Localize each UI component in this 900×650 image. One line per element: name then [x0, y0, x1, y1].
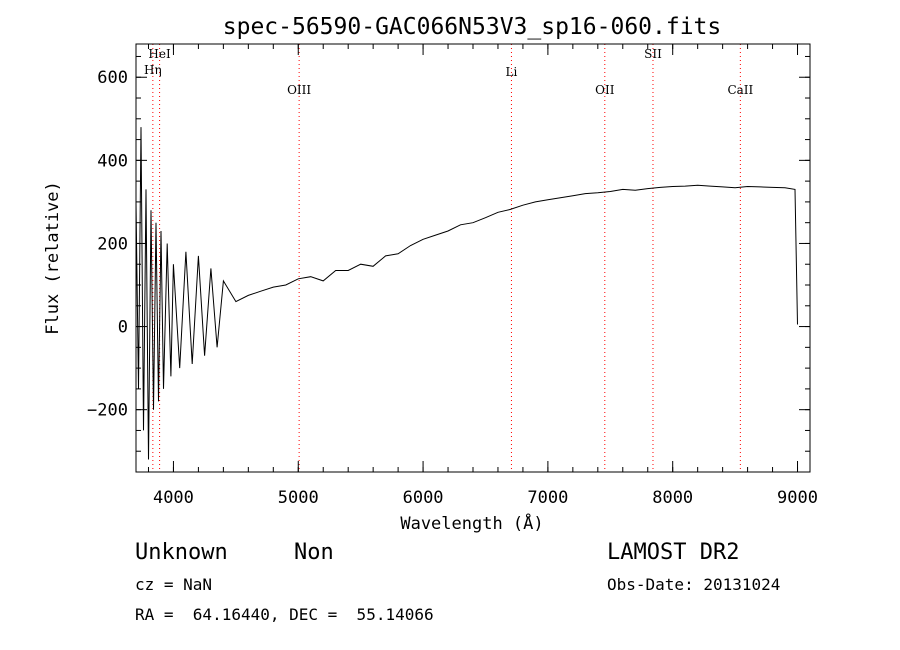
emission-line-label: Li: [506, 65, 518, 79]
y-tick-label: 200: [97, 234, 128, 254]
x-tick-label: 7000: [527, 488, 568, 508]
coordinates-text: RA = 64.16440, DEC = 55.14066: [135, 605, 434, 624]
axis-ticks: [136, 44, 810, 473]
plot-frame: [135, 43, 811, 473]
y-axis-label: Flux (relative): [43, 181, 63, 335]
x-tick-label: 9000: [777, 488, 818, 508]
redshift-text: cz = NaN: [135, 575, 213, 594]
x-tick-label: 5000: [278, 488, 319, 508]
obs-date-text: Obs-Date: 20131024: [607, 575, 781, 594]
emission-line-markers: HeI Hη OIII Li OII SII CaII: [144, 44, 754, 472]
y-tick-label: 600: [97, 68, 128, 88]
emission-line-label: CaII: [727, 83, 753, 97]
x-tick-label: 4000: [153, 488, 194, 508]
y-tick-label: −200: [87, 401, 128, 421]
chart-title: spec-56590-GAC066N53V3_sp16-060.fits: [223, 14, 722, 40]
emission-line-label: HeI: [148, 47, 171, 61]
emission-line-label: OII: [595, 83, 615, 97]
emission-line-label: OIII: [287, 83, 311, 97]
x-tick-label: 8000: [652, 488, 693, 508]
object-class: Unknown: [135, 540, 228, 565]
x-tick-label: 6000: [403, 488, 444, 508]
x-axis-label: Wavelength (Å): [400, 512, 543, 534]
y-tick-label: 0: [118, 318, 128, 338]
spectrum-series-line: [135, 127, 798, 460]
object-subclass: Non: [294, 540, 334, 565]
emission-line-label: Hη: [144, 63, 162, 77]
survey-name: LAMOST DR2: [607, 540, 740, 565]
tick-labels: 4000 5000 6000 7000 8000 9000 −200 0 200 400 600: [87, 68, 818, 508]
emission-line-label: SII: [644, 47, 662, 61]
y-tick-label: 400: [97, 151, 128, 171]
